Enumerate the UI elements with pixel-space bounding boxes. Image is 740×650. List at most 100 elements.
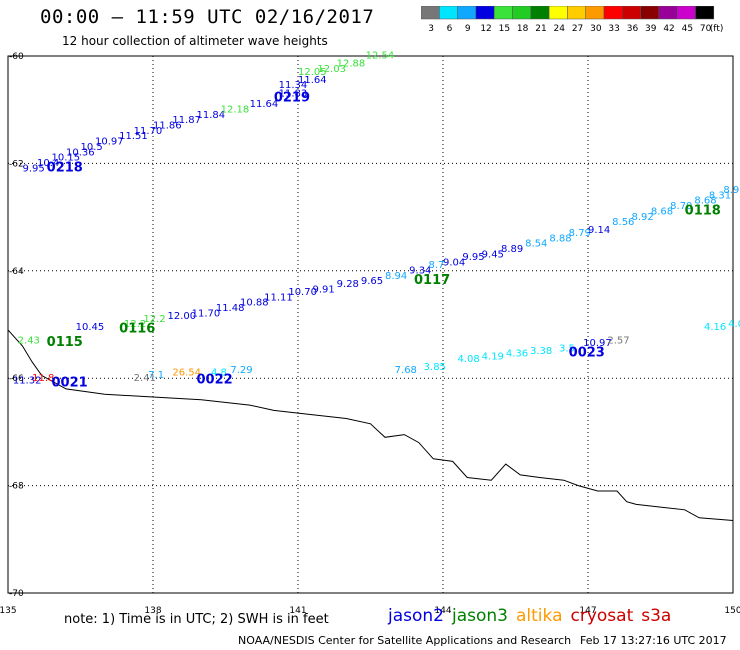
map-frame bbox=[7, 55, 734, 594]
legend-label: 18 bbox=[517, 24, 529, 34]
wave-height-label: 11.64 bbox=[298, 75, 327, 86]
wave-height-label: 7.1 bbox=[148, 370, 164, 381]
wave-height-label: 11.86 bbox=[153, 120, 182, 131]
wave-height-label: 2.57 bbox=[607, 335, 629, 346]
wave-height-label: 12.54 bbox=[366, 51, 395, 62]
legend-label: 12 bbox=[480, 24, 491, 34]
wave-height-label: 4.36 bbox=[506, 349, 528, 360]
legend-label: 36 bbox=[627, 24, 639, 34]
page-subtitle: 12 hour collection of altimeter wave hei… bbox=[62, 34, 328, 48]
wave-height-label: 12.00 bbox=[168, 311, 197, 322]
lat-tick-label: -64 bbox=[9, 267, 24, 277]
wave-height-label: 10.36 bbox=[66, 147, 95, 158]
wave-height-label: 9.34 bbox=[409, 265, 431, 276]
wave-height-label: 8.79 bbox=[569, 228, 591, 239]
legend-label: 70 bbox=[700, 24, 712, 34]
pass-id-label: 0219 bbox=[274, 91, 310, 106]
legend-label: 27 bbox=[572, 24, 583, 34]
legend-label: 15 bbox=[499, 24, 510, 34]
lat-tick-label: -60 bbox=[9, 52, 24, 62]
wave-height-label: 11.51 bbox=[119, 131, 148, 142]
wave-height-label: 11.70 bbox=[134, 126, 163, 137]
wave-height-label: 8.68 bbox=[651, 206, 673, 217]
legend-label: 30 bbox=[590, 24, 602, 34]
footer-note: note: 1) Time is in UTC; 2) SWH is in fe… bbox=[64, 612, 329, 627]
lon-tick-label: 141 bbox=[289, 606, 306, 616]
wave-height-label: 8.56 bbox=[612, 217, 634, 228]
wave-height-label: 12.18 bbox=[221, 104, 250, 115]
wave-height-label: 10.4 bbox=[37, 158, 59, 169]
satellite-altika: altika bbox=[516, 606, 563, 626]
legend-label: 21 bbox=[535, 24, 546, 34]
wave-height-label: 11.34 bbox=[279, 80, 308, 91]
wave-height-label: 9.95 bbox=[23, 163, 45, 174]
credit-text: NOAA/NESDIS Center for Satellite Applica… bbox=[238, 634, 572, 647]
lat-tick-label: -68 bbox=[9, 482, 24, 492]
wave-height-label: 12.2 bbox=[143, 314, 165, 325]
wave-height-label: 2.41 bbox=[134, 373, 156, 384]
wave-height-label: 12.2 bbox=[124, 319, 146, 330]
satellite-jason2: jason2 bbox=[388, 606, 444, 626]
lon-tick-label: 138 bbox=[144, 606, 161, 616]
wave-height-label: 3.38 bbox=[530, 346, 552, 357]
wave-height-label: 7.68 bbox=[395, 365, 417, 376]
satellite-jason3: jason3 bbox=[452, 606, 508, 626]
coastline bbox=[7, 329, 734, 521]
legend-label: 33 bbox=[608, 24, 619, 34]
wave-height-label: 10.97 bbox=[583, 338, 612, 349]
timestamp-text: Feb 17 13:27:16 UTC 2017 bbox=[580, 634, 727, 647]
wave-height-label: 8.54 bbox=[525, 239, 547, 250]
wave-height-label: 8.70 bbox=[670, 201, 692, 212]
lat-tick-label: -62 bbox=[9, 159, 24, 169]
wave-height-label: 8.98 bbox=[723, 185, 740, 196]
wave-height-label: 11.70 bbox=[192, 308, 221, 319]
pass-id-label: 0023 bbox=[569, 346, 605, 361]
wave-height-label: 3.5 bbox=[559, 343, 575, 354]
legend-swatch bbox=[695, 6, 715, 20]
wave-height-label: 11.84 bbox=[197, 110, 226, 121]
wave-height-label: 8.31 bbox=[709, 190, 731, 201]
legend-label: 9 bbox=[465, 24, 471, 34]
pass-id-label: 0115 bbox=[47, 335, 83, 350]
wave-height-label: 12.03 bbox=[317, 64, 346, 75]
legend-label: 24 bbox=[554, 24, 566, 34]
legend-label: 42 bbox=[663, 24, 674, 34]
wave-height-label: 4.19 bbox=[482, 351, 504, 362]
legend-label: 45 bbox=[682, 24, 693, 34]
pass-id-label: 0021 bbox=[52, 375, 88, 390]
lon-tick-label: 150 bbox=[724, 606, 740, 616]
satellite-cryosat: cryosat bbox=[570, 606, 634, 626]
lat-tick-label: -70 bbox=[9, 589, 24, 599]
wave-height-label: 9.04 bbox=[443, 257, 465, 268]
wave-height-label: 10.70 bbox=[288, 287, 317, 298]
wave-height-label: 8.68 bbox=[694, 196, 716, 207]
legend-label: 39 bbox=[645, 24, 657, 34]
wave-height-label: 11.11 bbox=[264, 292, 293, 303]
wave-height-label: 9.14 bbox=[588, 225, 610, 236]
page-title: 00:00 – 11:59 UTC 02/16/2017 bbox=[40, 6, 375, 28]
wave-height-label: 10.15 bbox=[52, 153, 81, 164]
wave-height-label: 11.87 bbox=[172, 115, 201, 126]
wave-height-label: 10.97 bbox=[95, 137, 124, 148]
wave-height-label: 10.88 bbox=[240, 298, 269, 309]
wave-height-label: 3.85 bbox=[424, 362, 446, 373]
wave-height-label: 12.88 bbox=[337, 59, 366, 70]
wave-height-label: 2.43 bbox=[18, 335, 40, 346]
legend-unit: (ft) bbox=[710, 24, 724, 34]
lat-tick-label: -66 bbox=[9, 374, 24, 384]
wave-height-label: 9.65 bbox=[361, 276, 383, 287]
wave-height-label: 4.08 bbox=[458, 354, 480, 365]
lon-tick-label: 135 bbox=[0, 606, 17, 616]
wave-height-label: 11.8 bbox=[32, 373, 54, 384]
wave-height-label: 4.00 bbox=[728, 319, 740, 330]
wave-height-legend: 3 6 9 12 15 18 21 24 27 30 33 36 39 42 45 70(ft) bbox=[421, 6, 724, 34]
wave-height-label: 9.45 bbox=[482, 249, 504, 260]
wave-height-label: 11.32 bbox=[13, 376, 42, 387]
wave-height-label: 9.91 bbox=[313, 284, 335, 295]
wave-height-label: 10.5 bbox=[81, 142, 103, 153]
wave-height-label: 8.89 bbox=[501, 244, 523, 255]
lon-tick-label: 147 bbox=[579, 606, 596, 616]
wave-height-label: 7.29 bbox=[230, 365, 252, 376]
wave-height-label: 9.95 bbox=[462, 252, 484, 263]
